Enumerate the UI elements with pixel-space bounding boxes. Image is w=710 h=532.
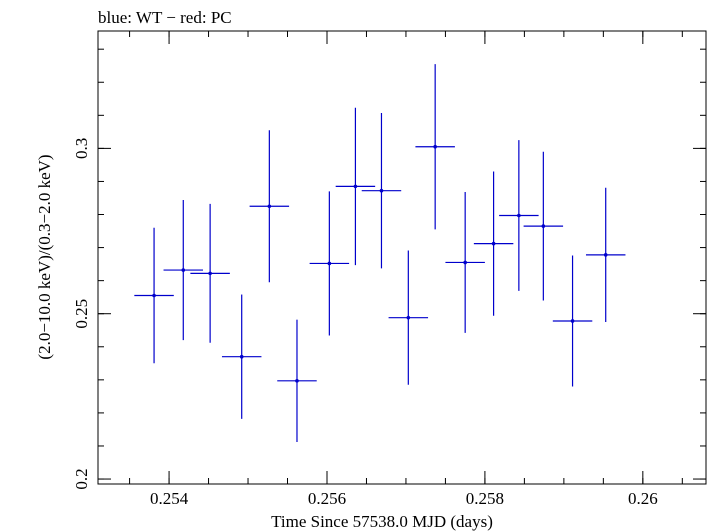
point-marker	[208, 271, 212, 276]
point-marker	[267, 204, 272, 209]
point-marker	[463, 260, 467, 265]
data-point	[523, 151, 564, 301]
data-marks	[134, 64, 626, 443]
point-marker	[406, 315, 411, 320]
data-point	[221, 294, 262, 419]
chart-title: blue: WT − red: PC	[98, 8, 232, 27]
y-tick-label: 0.3	[72, 138, 91, 159]
point-marker	[152, 293, 156, 298]
x-tick-label: 0.258	[466, 489, 504, 508]
data-point	[585, 187, 626, 322]
point-marker	[603, 253, 608, 257]
point-marker	[239, 354, 244, 359]
plot-frame	[97, 30, 707, 485]
data-point	[309, 191, 350, 336]
data-point	[277, 319, 317, 443]
data-point	[249, 130, 290, 283]
data-point	[361, 113, 402, 269]
data-point	[552, 255, 593, 387]
point-marker	[379, 188, 384, 193]
point-marker	[353, 184, 358, 189]
data-point	[163, 199, 204, 341]
point-marker	[517, 213, 521, 218]
data-point	[335, 107, 376, 266]
point-marker	[541, 224, 546, 228]
point-marker	[491, 241, 496, 246]
y-tick-label: 0.25	[72, 299, 91, 329]
x-axis-label: Time Since 57538.0 MJD (days)	[271, 512, 493, 531]
data-point	[499, 140, 539, 291]
data-point	[473, 171, 514, 316]
data-point	[445, 192, 485, 333]
point-marker	[295, 379, 299, 383]
point-marker	[327, 261, 332, 266]
point-marker	[570, 319, 575, 323]
data-point	[134, 227, 174, 364]
data-point	[388, 250, 429, 385]
point-marker	[433, 144, 437, 149]
x-tick-label: 0.254	[150, 489, 189, 508]
data-point	[190, 203, 230, 343]
y-tick-label: 0.2	[72, 468, 91, 489]
axis-ticks: 0.254 0.256 0.258 0.26 0.2 0.25 0.3	[72, 31, 706, 508]
point-marker	[181, 268, 186, 272]
x-tick-label: 0.26	[628, 489, 658, 508]
x-tick-label: 0.256	[308, 489, 346, 508]
y-axis-label: (2.0−10.0 keV)/(0.3−2.0 keV)	[35, 154, 54, 359]
data-point	[415, 64, 455, 230]
